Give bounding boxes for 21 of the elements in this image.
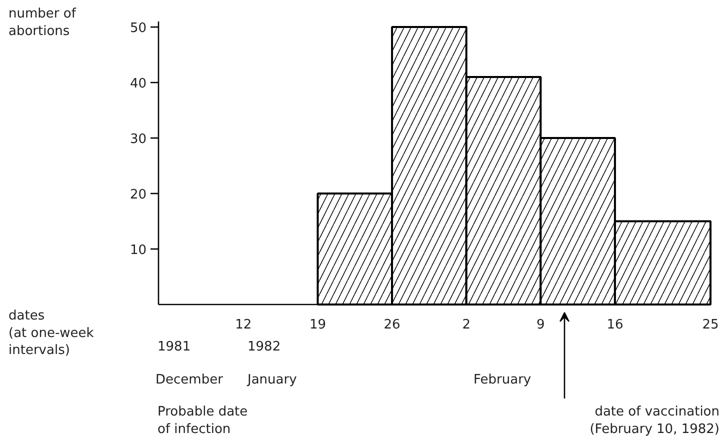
x-tick-label: 12 — [235, 318, 252, 332]
text: Probable date of infection — [158, 404, 248, 437]
text: 1982 — [248, 340, 281, 354]
text: 1981 — [158, 340, 191, 354]
x-tick-label: 9 — [536, 318, 545, 332]
x-tick-label: 26 — [384, 318, 400, 332]
y-tick-label: 20 — [130, 188, 147, 203]
y-tick-label: 30 — [130, 132, 147, 148]
x-axis-title: dates (at one-week intervals) — [8, 308, 94, 358]
y-tick-label: 40 — [130, 76, 147, 92]
x-tick-label: 16 — [606, 318, 624, 332]
text: January — [246, 372, 298, 388]
y-tick-label: 10 — [130, 243, 147, 258]
text: February — [474, 372, 532, 388]
x-tick-label: 19 — [309, 318, 326, 332]
text: date of vaccination (February 10, 1982) — [590, 404, 720, 437]
y-axis-title: number of abortions — [8, 6, 76, 39]
x-tick-label: 25 — [702, 318, 719, 332]
x-tick-label: 2 — [462, 318, 470, 332]
text: December — [156, 372, 224, 388]
y-tick-label: 50 — [130, 21, 147, 36]
